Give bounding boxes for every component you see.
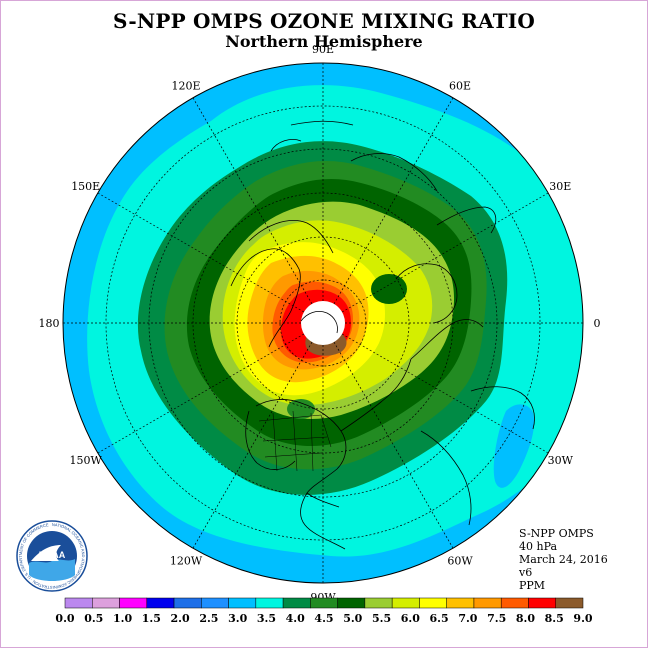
info-level: 40 hPa [519, 540, 558, 553]
colorbar-tick-label: 9.0 [573, 612, 592, 625]
map-border [62, 62, 584, 584]
colorbar-swatch [119, 597, 148, 609]
colorbar-tick-label: 0.5 [84, 612, 103, 625]
colorbar-swatch [201, 597, 229, 609]
colorbar-swatch [282, 597, 311, 609]
longitude-label: 30W [548, 454, 574, 467]
colorbar-tick-label: 1.0 [113, 612, 132, 625]
band-3.0-patch [493, 404, 535, 488]
colorbar-swatch [446, 597, 475, 609]
figure-title: S-NPP OMPS OZONE MIXING RATIO [113, 9, 535, 33]
longitude-label: 60E [449, 80, 471, 93]
colorbar-tick-label: 4.0 [286, 612, 305, 625]
longitude-label: 90E [312, 43, 334, 56]
noaa-logo: NOAA NATIONAL OCEANIC AND ATMOSPHERIC AD… [16, 520, 88, 592]
longitude-label: 30E [549, 180, 571, 193]
colorbar-tick-label: 4.5 [314, 612, 333, 625]
colorbar-tick-label: 5.0 [343, 612, 362, 625]
colorbar-tick-label: 6.5 [430, 612, 449, 625]
longitude-label: 150E [71, 180, 100, 193]
longitude-label: 120W [170, 554, 203, 567]
longitude-label: 120E [171, 80, 200, 93]
colorbar-swatch [555, 597, 584, 609]
longitude-label: 180 [39, 317, 60, 330]
info-version: v6 [519, 566, 533, 579]
colorbar-swatch [92, 597, 120, 609]
us-state-borders [258, 410, 332, 472]
colorbar-tick-label: 1.5 [142, 612, 161, 625]
colorbar-swatch [528, 597, 556, 609]
longitude-label: 0 [594, 317, 601, 330]
colorbar-swatch [364, 597, 393, 609]
colorbar-tick-label: 6.0 [401, 612, 420, 625]
colorbar-tick-label: 8.0 [516, 612, 535, 625]
longitude-label: 60W [447, 554, 473, 567]
colorbar-tick-label: 3.0 [228, 612, 247, 625]
colorbar-tick-label: 7.5 [487, 612, 506, 625]
colorbar-swatch [419, 597, 447, 609]
colorbar-tick-label: 3.5 [257, 612, 276, 625]
svg-text:NOAA: NOAA [39, 550, 66, 560]
figure-subtitle: Northern Hemisphere [225, 32, 423, 51]
colorbar-tick-label: 5.5 [372, 612, 391, 625]
colorbar-tick-label: 2.5 [199, 612, 218, 625]
colorbar-swatch [146, 597, 175, 609]
colorbar-swatch [500, 597, 529, 609]
colorbar-swatch [310, 597, 338, 609]
info-instrument: S-NPP OMPS [519, 527, 594, 540]
coastlines [230, 120, 535, 550]
colorbar-tick-label: 2.0 [171, 612, 190, 625]
colorbar-swatch [255, 597, 284, 609]
colorbar-tick-label: 0.0 [55, 612, 74, 625]
info-date: March 24, 2016 [519, 553, 608, 566]
colorbar-swatch [391, 597, 420, 609]
colorbar-swatch [337, 597, 366, 609]
colorbar-swatch [173, 597, 202, 609]
longitude-label: 150W [70, 454, 103, 467]
colorbar-tick-label: 7.0 [458, 612, 477, 625]
colorbar-tick-label: 8.5 [545, 612, 564, 625]
colorbar-swatch [473, 597, 502, 609]
polar-night-area [301, 301, 345, 345]
colorbar-swatch [64, 597, 93, 609]
graticule [63, 63, 583, 583]
product-info: S-NPP OMPS 40 hPa March 24, 2016 v6 PPM [519, 527, 608, 592]
colorbar-swatch [228, 597, 257, 609]
info-units: PPM [519, 579, 546, 592]
